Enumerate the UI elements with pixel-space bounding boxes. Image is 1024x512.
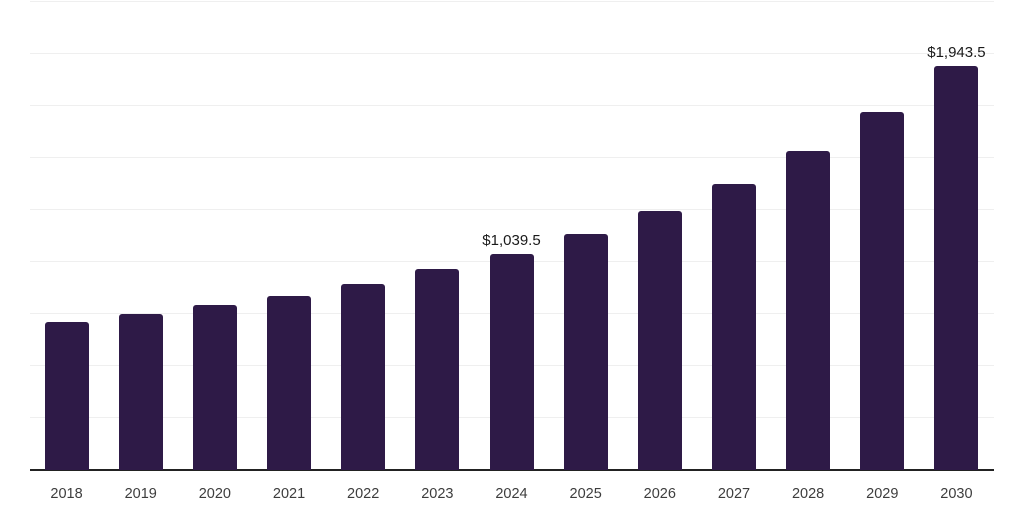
gridline — [29, 209, 994, 210]
bar-2025 — [563, 234, 608, 470]
bar-2026 — [637, 211, 682, 470]
bar-2020 — [192, 305, 237, 470]
plot-area: 2018 2019 2020 2021 2022 2023 2024 2025 2026 2027… — [29, 1, 994, 502]
gridline — [29, 105, 994, 106]
x-tick-label-2024: 2024 — [495, 486, 528, 502]
bar-2021 — [267, 296, 312, 470]
bar-2019 — [118, 314, 163, 470]
x-tick-label-2019: 2019 — [124, 486, 157, 502]
x-tick-label-2018: 2018 — [50, 486, 83, 502]
value-label-2024: $1,039.5 — [482, 231, 541, 249]
bar-2018 — [44, 322, 89, 470]
x-axis-line — [29, 469, 994, 471]
x-tick-label-2023: 2023 — [421, 486, 454, 502]
value-label-2030: $1,943.5 — [927, 43, 986, 61]
x-tick-label-2020: 2020 — [198, 486, 232, 502]
x-tick-label-2029: 2029 — [866, 486, 899, 502]
x-tick-label-2028: 2028 — [791, 486, 825, 502]
bar-2023 — [415, 269, 460, 470]
bar-2030 — [934, 65, 979, 470]
gridline — [29, 157, 994, 158]
x-tick-label-2030: 2030 — [940, 486, 973, 502]
bar-2027 — [711, 184, 756, 470]
bar-2028 — [786, 150, 831, 470]
gridline — [29, 1, 994, 2]
x-tick-label-2021: 2021 — [272, 486, 306, 502]
x-tick-label-2026: 2026 — [643, 486, 676, 502]
gridline — [29, 53, 994, 54]
x-tick-label-2025: 2025 — [569, 486, 602, 502]
bar-2029 — [860, 111, 905, 470]
bar-2022 — [341, 284, 386, 470]
bar-2024 — [489, 253, 534, 470]
x-tick-label-2027: 2027 — [717, 486, 751, 502]
x-tick-label-2022: 2022 — [347, 486, 380, 502]
